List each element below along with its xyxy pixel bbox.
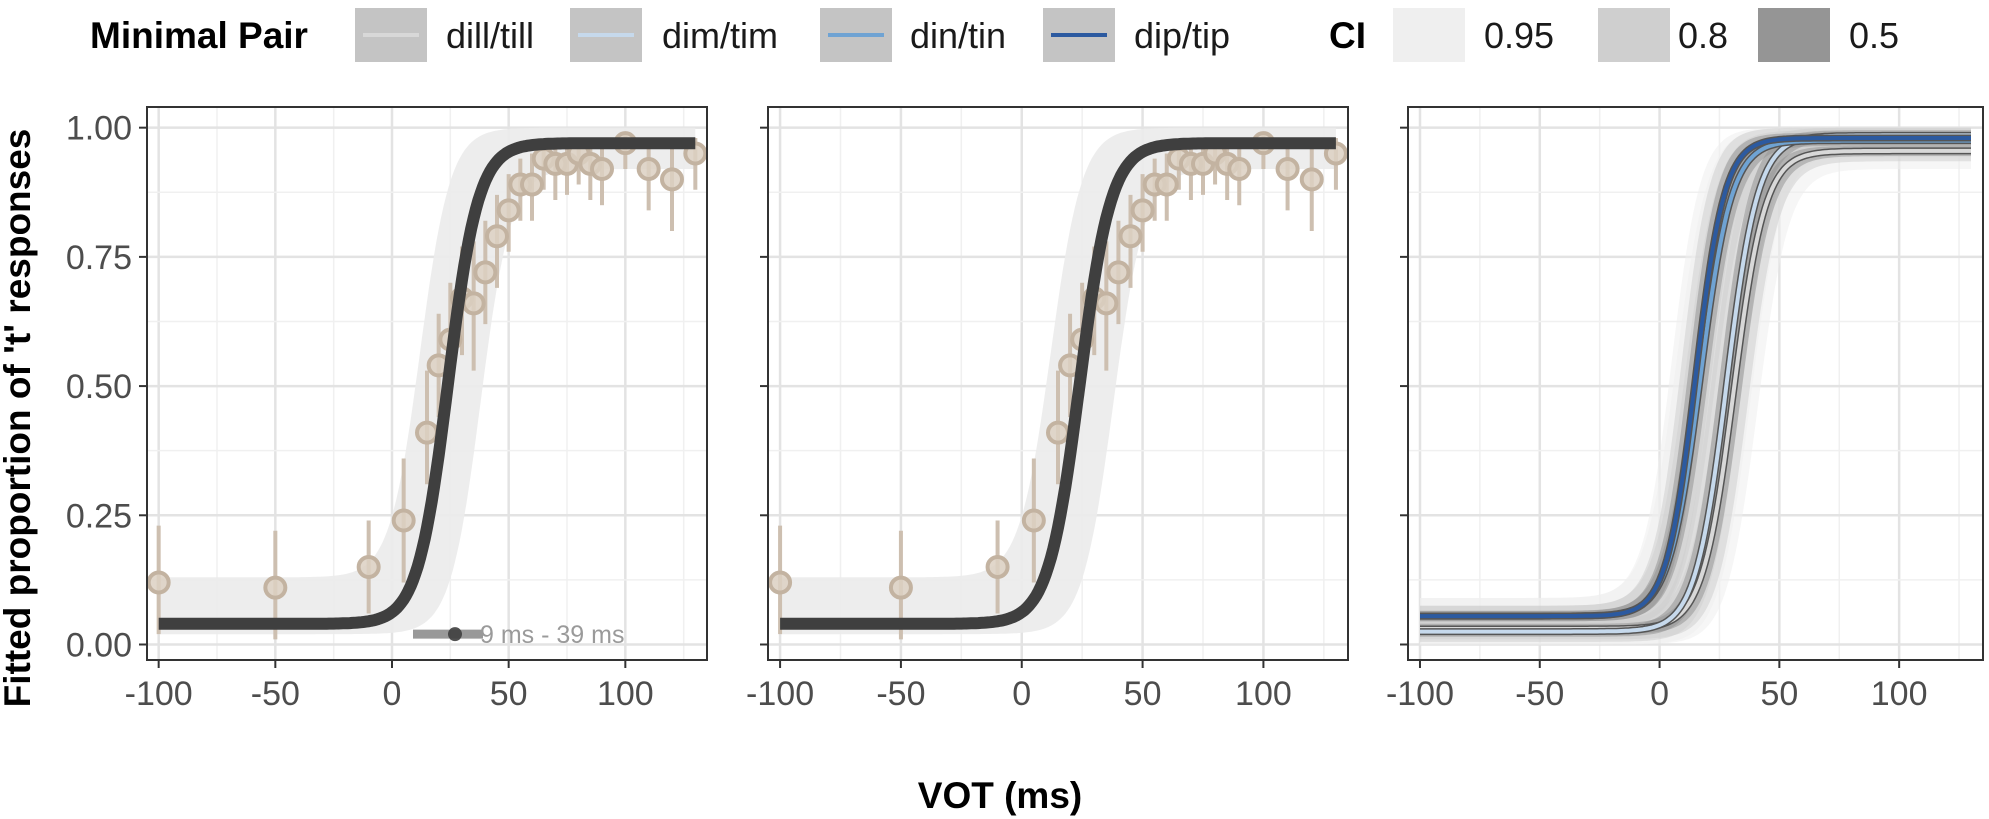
panel-1: 9 ms - 39 ms -100 -50 0 50 100 0.00 0.25 0.50 0.7… — [66, 106, 708, 713]
data-point-12 — [1130, 198, 1155, 223]
x-tick-label: 0 — [383, 675, 402, 713]
panel-content — [768, 127, 1348, 640]
plot-panels: 9 ms - 39 ms -100 -50 0 50 100 0.00 0.25 0.50 0.7… — [66, 106, 1984, 713]
data-point-11 — [485, 224, 509, 249]
legend: Minimal Pair dill/till dim/tim din/tin dip/t… — [90, 8, 1899, 62]
data-point-2 — [263, 575, 288, 600]
data-point-5 — [415, 420, 439, 445]
x-tick-label: 100 — [597, 675, 654, 713]
data-point-23 — [1299, 167, 1324, 192]
legend-label-2: dim/tim — [662, 15, 778, 56]
panel-border — [1407, 106, 1984, 661]
data-point-1 — [147, 570, 171, 595]
y-tick-label: 1.00 — [66, 110, 132, 148]
data-point-5 — [1046, 420, 1070, 445]
legend-ci-label-1: 0.95 — [1484, 15, 1554, 56]
data-point-14 — [520, 172, 544, 197]
pair-curve-4 — [1420, 136, 1971, 619]
data-point-3 — [985, 554, 1010, 579]
x-tick-label: 50 — [490, 675, 528, 713]
data-point-10 — [1106, 260, 1131, 285]
x-tick-label: 0 — [1012, 675, 1031, 713]
x-tick-label: 50 — [1124, 675, 1162, 713]
y-tick-label: 0.25 — [66, 497, 132, 535]
x-tick-label: -100 — [746, 675, 814, 713]
legend-label-1: dill/till — [446, 15, 534, 56]
range-dot — [448, 627, 462, 642]
x-axis-title: VOT (ms) — [918, 775, 1082, 816]
fitted-curve — [155, 137, 699, 630]
x-tick-label: -50 — [1515, 675, 1564, 713]
fitted-curve — [776, 137, 1340, 630]
legend-label-4: dip/tip — [1134, 15, 1230, 56]
data-point-3 — [356, 554, 381, 579]
range-label: 9 ms - 39 ms — [480, 621, 624, 649]
x-tick-label: -100 — [1386, 675, 1454, 713]
data-point-1 — [768, 570, 793, 595]
data-point-20 — [1227, 157, 1252, 182]
x-tick-label: -50 — [876, 675, 925, 713]
legend-ci-key-1 — [1393, 8, 1465, 62]
legend-ci-label-2: 0.8 — [1678, 15, 1728, 56]
panel-border — [767, 106, 1349, 661]
data-point-22 — [636, 157, 661, 182]
data-point-2 — [888, 575, 913, 600]
panel-content — [1420, 127, 1971, 645]
y-tick-label: 0.75 — [66, 239, 132, 277]
legend-title-ci: CI — [1329, 15, 1366, 56]
panel-3: -100 -50 0 50 100 — [1386, 106, 1984, 713]
y-axis-title: Fitted proportion of 't' responses — [0, 129, 38, 708]
data-point-14 — [1154, 172, 1179, 197]
legend-title-minimal-pair: Minimal Pair — [90, 15, 308, 56]
y-tick-label: 0.50 — [66, 368, 132, 406]
x-tick-label: 100 — [1871, 675, 1928, 713]
x-tick-label: 100 — [1235, 675, 1292, 713]
data-point-11 — [1118, 224, 1143, 249]
legend-ci-key-3 — [1758, 8, 1830, 62]
panel-2: -100 -50 0 50 100 — [746, 106, 1349, 713]
data-point-9 — [461, 291, 486, 316]
panel-content: 9 ms - 39 ms — [147, 127, 707, 649]
x-tick-label: -50 — [251, 675, 300, 713]
legend-ci-label-3: 0.5 — [1849, 15, 1899, 56]
data-point-9 — [1094, 291, 1119, 316]
panel-border — [146, 106, 708, 661]
data-point-4 — [1021, 508, 1046, 533]
data-point-4 — [391, 508, 416, 533]
data-point-20 — [590, 157, 614, 182]
data-point-10 — [473, 260, 498, 285]
y-tick-label: 0.00 — [66, 626, 132, 664]
x-tick-label: 0 — [1650, 675, 1669, 713]
data-point-12 — [496, 198, 521, 223]
x-tick-label: -100 — [125, 675, 193, 713]
x-tick-label: 50 — [1760, 675, 1798, 713]
legend-label-3: din/tin — [910, 15, 1006, 56]
data-point-23 — [660, 167, 684, 192]
data-point-22 — [1275, 157, 1300, 182]
legend-ci-key-2 — [1598, 8, 1670, 62]
